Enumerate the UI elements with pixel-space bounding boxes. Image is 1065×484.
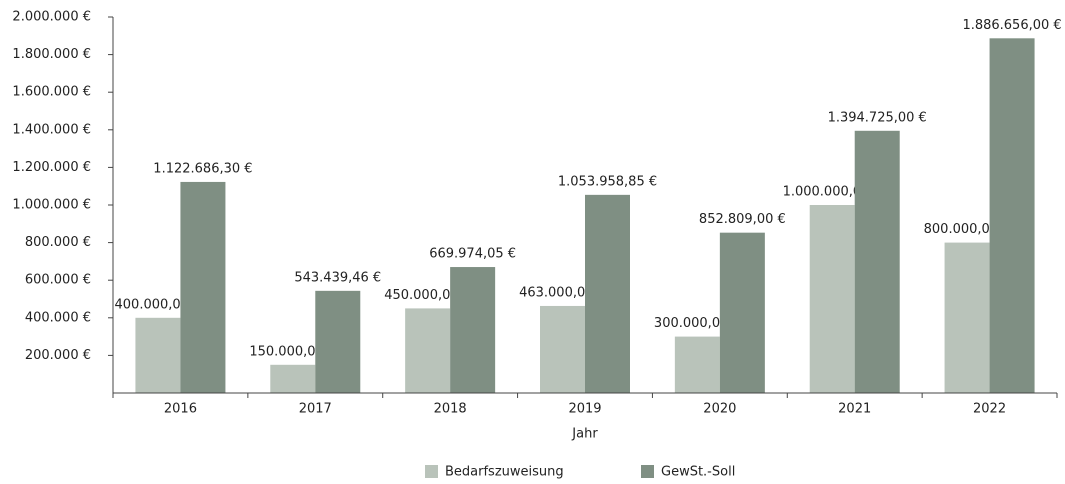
legend-swatch <box>641 465 654 478</box>
data-label: 1.394.725,00 € <box>828 110 927 125</box>
x-tick-label: 2016 <box>164 402 197 417</box>
x-tick-label: 2019 <box>568 402 601 417</box>
data-label: 150.000,00 € <box>249 344 336 359</box>
bar <box>944 242 990 393</box>
bar <box>585 194 630 393</box>
data-label: 1.053.958,85 € <box>558 174 657 189</box>
y-tick-label: 400.000 € <box>25 310 91 325</box>
bar <box>989 38 1035 393</box>
x-tick-label: 2022 <box>973 402 1006 417</box>
bar <box>315 290 361 393</box>
data-label: 450.000,00 € <box>384 288 471 303</box>
data-label: 463.000,00 € <box>519 285 606 300</box>
legend-label: GewSt.-Soll <box>661 465 735 480</box>
bar <box>450 267 496 393</box>
y-tick-label: 2.000.000 € <box>12 10 91 25</box>
data-label: 669.974,05 € <box>429 247 516 262</box>
bar <box>405 308 451 393</box>
x-tick-label: 2020 <box>703 402 736 417</box>
y-tick-label: 1.000.000 € <box>12 198 91 213</box>
y-tick-label: 600.000 € <box>25 273 91 288</box>
y-tick-label: 1.800.000 € <box>12 47 91 62</box>
bar <box>719 232 765 393</box>
x-tick-label: 2018 <box>434 402 467 417</box>
data-label: 543.439,46 € <box>294 270 381 285</box>
data-label: 1.122.686,30 € <box>153 161 252 176</box>
bar <box>540 305 585 393</box>
y-tick-label: 800.000 € <box>25 235 91 250</box>
bar <box>135 317 181 393</box>
y-tick-label: 1.200.000 € <box>12 160 91 175</box>
bar <box>180 181 226 393</box>
bar <box>809 205 855 393</box>
x-tick-label: 2017 <box>299 402 332 417</box>
bar <box>270 364 316 393</box>
x-tick-label: 2021 <box>838 402 871 417</box>
legend-label: Bedarfszuweisung <box>445 465 564 480</box>
data-label: 400.000,00 € <box>115 297 202 312</box>
x-axis-label: Jahr <box>571 427 598 442</box>
y-tick-label: 200.000 € <box>25 348 91 363</box>
data-label: 300.000,00 € <box>654 316 741 331</box>
y-tick-label: 1.600.000 € <box>12 85 91 100</box>
legend-swatch <box>425 465 438 478</box>
y-tick-label: 1.400.000 € <box>12 122 91 137</box>
data-label: 1.886.656,00 € <box>962 18 1061 33</box>
bar <box>854 130 900 394</box>
data-label: 800.000,00 € <box>924 222 1011 237</box>
bar <box>674 336 720 393</box>
data-label: 852.809,00 € <box>699 212 786 227</box>
